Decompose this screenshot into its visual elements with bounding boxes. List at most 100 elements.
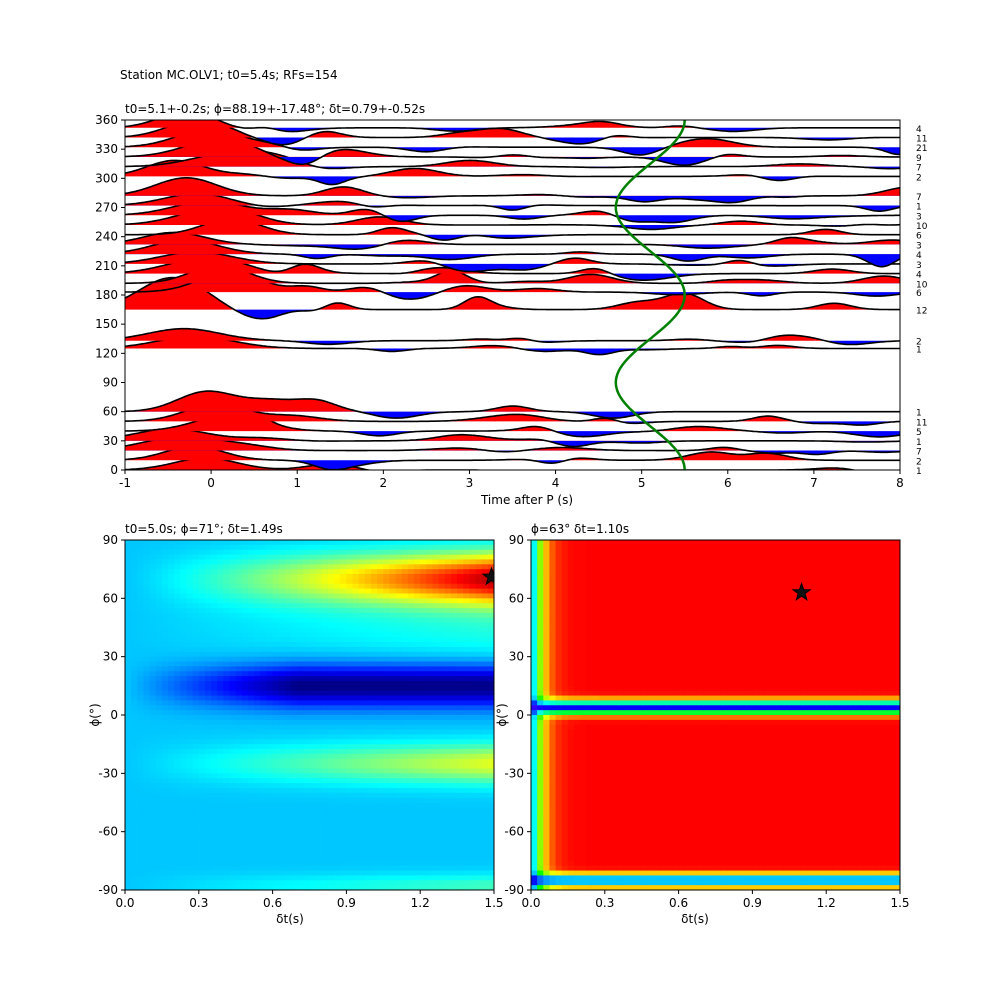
heatmap-cell xyxy=(432,807,440,813)
heatmap-cell xyxy=(561,574,569,580)
trace-positive-fill xyxy=(125,272,900,293)
heatmap-cell xyxy=(426,715,434,721)
heatmap-cell xyxy=(487,637,494,643)
heatmap-cell xyxy=(383,739,391,745)
heatmap-cell xyxy=(149,685,157,692)
heatmap-cell xyxy=(450,564,458,570)
heatmap-cell xyxy=(272,855,280,862)
heatmap-cell xyxy=(161,734,169,740)
heatmap-cell xyxy=(161,875,169,881)
heatmap-cell xyxy=(204,651,212,658)
heatmap-cell xyxy=(531,598,538,604)
heatmap-cell xyxy=(401,875,409,881)
heatmap-cell xyxy=(278,540,286,546)
heatmap-cell xyxy=(450,700,458,706)
y-tick-label: 120 xyxy=(95,346,118,360)
heatmap-cell xyxy=(125,821,132,828)
heatmap-cell xyxy=(334,617,341,624)
heatmap-cell xyxy=(174,753,181,760)
heatmap-cell xyxy=(168,544,175,551)
y-tick-label: 60 xyxy=(103,405,118,419)
heatmap-cell xyxy=(537,739,544,745)
heatmap-cell xyxy=(340,617,347,624)
heatmap-cell xyxy=(211,554,218,561)
heatmap-cell xyxy=(531,622,538,629)
heatmap-cell xyxy=(395,656,403,663)
heatmap-cell xyxy=(426,593,434,599)
heatmap-cell xyxy=(204,564,212,570)
heatmap-cell xyxy=(168,705,175,711)
heatmap-cell xyxy=(383,632,391,638)
heatmap-cell xyxy=(204,851,212,857)
heatmap-cell xyxy=(407,632,415,638)
heatmap-cell xyxy=(395,705,403,711)
heatmap-cell xyxy=(211,724,218,731)
heatmap-cell xyxy=(438,826,446,833)
heatmap-cell xyxy=(291,870,298,877)
heatmap-cell xyxy=(414,787,421,794)
heatmap-cell xyxy=(414,608,421,614)
heatmap-cell xyxy=(254,574,261,580)
heatmap-cell xyxy=(555,690,563,697)
heatmap-cell xyxy=(204,671,212,677)
heatmap-cell xyxy=(395,588,403,595)
heatmap-cell xyxy=(555,870,563,877)
heatmap-cell xyxy=(358,821,366,828)
heatmap-cell xyxy=(143,540,151,546)
heatmap-cell xyxy=(161,792,169,799)
heatmap-cell xyxy=(371,690,378,697)
heatmap-cell xyxy=(407,540,415,546)
heatmap-cell xyxy=(487,817,494,823)
heatmap-cell xyxy=(321,749,329,755)
heatmap-cell xyxy=(358,734,366,740)
heatmap-cell xyxy=(241,666,249,672)
heatmap-cell xyxy=(395,569,403,575)
heatmap-cell xyxy=(131,851,138,857)
heatmap-cell xyxy=(334,583,341,590)
heatmap-cell xyxy=(217,646,224,653)
heatmap-cell xyxy=(174,739,181,745)
heatmap-cell xyxy=(297,540,304,546)
heatmap-cell xyxy=(487,783,494,789)
heatmap-cell xyxy=(543,637,551,643)
heatmap-cell xyxy=(481,651,489,658)
heatmap-cell xyxy=(475,855,483,862)
heatmap-cell xyxy=(555,608,563,614)
heatmap-cell xyxy=(266,802,274,808)
heatmap-cell xyxy=(260,817,268,823)
heatmap-cell xyxy=(321,773,329,779)
heatmap-cell xyxy=(327,559,335,565)
heatmap-cell xyxy=(309,564,317,570)
heatmap-cell xyxy=(266,855,274,862)
heatmap-cell xyxy=(537,749,544,755)
heatmap-cell xyxy=(463,763,470,770)
heatmap-cell xyxy=(143,812,151,818)
heatmap-cell xyxy=(223,729,231,736)
heatmap-cell xyxy=(340,758,347,765)
heatmap-cell xyxy=(340,695,347,702)
heatmap-cell xyxy=(192,802,200,808)
heatmap-cell xyxy=(438,783,446,789)
heatmap-cell xyxy=(469,885,477,890)
heatmap-cell xyxy=(555,865,563,872)
heatmap-cell xyxy=(143,622,151,629)
heatmap-cell xyxy=(457,617,464,624)
heatmap-cell xyxy=(204,588,212,595)
heatmap-cell xyxy=(364,593,372,599)
heatmap-cell xyxy=(334,719,341,726)
heatmap-cell xyxy=(161,749,169,755)
heatmap-cell xyxy=(186,661,194,667)
heatmap-cell xyxy=(241,559,249,565)
heatmap-cell xyxy=(321,729,329,736)
heatmap-cell xyxy=(438,578,446,585)
heatmap-cell xyxy=(444,875,452,881)
heatmap-cell xyxy=(266,821,274,828)
heatmap-cell xyxy=(248,700,255,706)
heatmap-cell xyxy=(211,870,218,877)
heatmap-cell xyxy=(358,544,366,551)
heatmap-cell xyxy=(420,627,427,633)
heatmap-cell xyxy=(217,744,224,750)
heatmap-cell xyxy=(155,724,163,731)
heatmap-cell xyxy=(284,651,292,658)
heatmap-cell xyxy=(352,734,360,740)
